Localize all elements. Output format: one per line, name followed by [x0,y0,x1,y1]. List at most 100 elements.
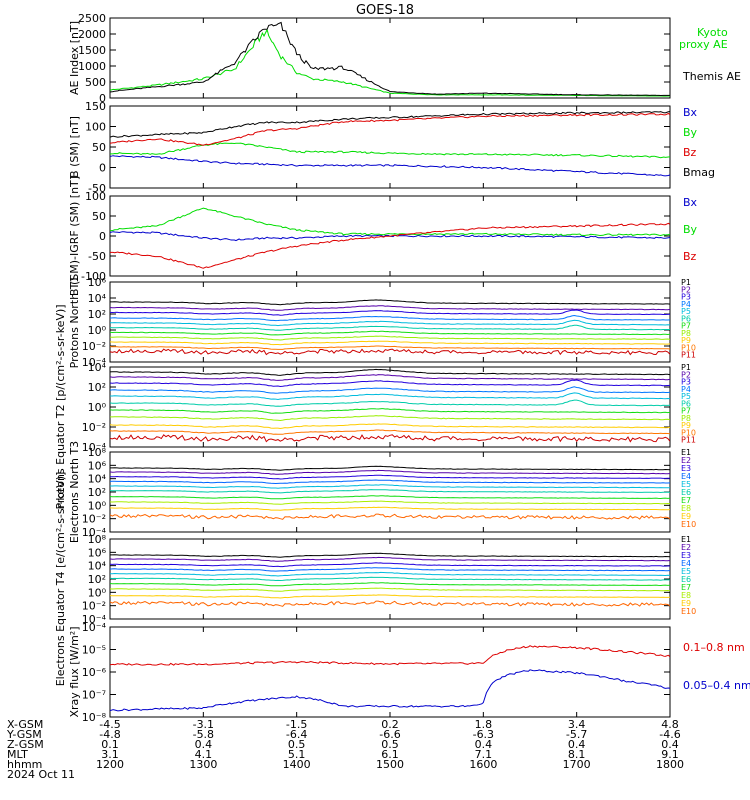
channel-label: P11 [681,351,696,360]
channel-line-p9 [110,423,670,430]
channel-label: E6 [681,488,691,497]
channel-line-p5 [110,319,670,327]
y-tick-label: 10⁴ [88,560,107,573]
footer-value-z: 0.4 [475,738,493,751]
footer-value-z: 0.4 [195,738,213,751]
y-axis-title: Electrons Equator T4 [e/(cm²-s-sr-keV)] [54,472,67,687]
y-tick-label: 10⁻⁸ [82,711,107,724]
footer-value-mlt: 8.1 [568,748,586,761]
y-tick-label: 50 [92,210,106,223]
y-tick-label: 10⁻⁴ [82,621,107,634]
channel-label: P7 [681,407,691,416]
series-line-bx [110,155,670,177]
y-tick-label: -50 [88,250,106,263]
footer-value-hhmm: 1300 [189,758,217,771]
channel-label: E1 [681,448,691,457]
y-tick-label: -100 [81,270,106,283]
panel-bdiff: B (SM)-IGRF (SM) [nT] -100 -50 0 50 100 Bx By Bz [68,176,698,296]
series-line-bz [110,222,670,269]
channel-label: E10 [681,520,696,529]
channel-label: E9 [681,599,691,608]
channel-label: E7 [681,583,691,592]
panel-pequator: Protons Equator T2 [p/(cm²-s-sr-keV)] 10⁻… [54,304,696,509]
channel-line-e9 [110,594,670,599]
panel-eequator: Electrons Equator T4 [e/(cm²-s-sr-keV)] 1… [54,472,696,687]
channel-line-e7 [110,582,670,587]
channel-label: P1 [681,363,691,372]
footer-value-hhmm: 1400 [283,758,311,771]
y-tick-label: 0 [99,92,106,105]
channel-line-p4 [110,386,670,394]
y-tick-label: 10⁻⁵ [82,644,106,657]
channel-label: E6 [681,575,691,584]
channel-label: P7 [681,322,691,331]
channel-line-e6 [110,489,670,494]
channel-line-p11 [110,348,670,356]
series-line-kyoto-proxy-ae [110,28,670,97]
series-line-by [110,207,670,237]
footer-value-hhmm: 1800 [656,758,684,771]
channel-line-e7 [110,495,670,500]
channel-label: P4 [681,300,691,309]
channel-label: E2 [681,543,691,552]
channel-label: E3 [681,551,691,560]
footer-value-hhmm: 1500 [376,758,404,771]
y-tick-label: 500 [85,76,106,89]
channel-label: P4 [681,385,691,394]
channel-label: P6 [681,314,691,323]
channel-label: P3 [681,378,691,387]
channel-line-p7 [110,408,670,414]
footer-value-mlt: 9.1 [661,748,679,761]
y-tick-label: 100 [85,190,106,203]
y-tick-label: 2500 [78,12,106,25]
legend-label: Bx [683,196,698,209]
channel-label: E4 [681,472,691,481]
y-axis-title: Protons Equator T2 [p/(cm²-s-sr-keV)] [54,304,67,509]
channel-label: P8 [681,329,691,338]
footer-value-mlt: 4.1 [195,748,213,761]
footer-row-label: 2024 Oct 11 [7,768,75,781]
footer-value-x: 4.8 [661,718,679,731]
y-tick-label: 10⁰ [88,586,107,599]
channel-line-e6 [110,576,670,582]
y-tick-label: 10² [88,308,106,321]
channel-label: P9 [681,336,691,345]
channel-line-e8 [110,500,670,505]
footer-value-mlt: 6.1 [381,748,399,761]
channel-label: E3 [681,464,691,473]
channel-line-p2 [110,374,670,381]
legend-label: Bmag [683,166,715,179]
channel-label: P10 [681,343,696,352]
footer-row-label: X-GSM [7,718,43,731]
channel-label: E7 [681,496,691,505]
channel-line-p10 [110,345,670,350]
channel-line-p9 [110,340,670,346]
y-axis-title: Electrons North T3 [68,441,81,543]
y-tick-label: 1500 [78,44,106,57]
legend-label: Bz [683,146,697,159]
channel-label: P5 [681,392,691,401]
channel-line-e4 [110,567,670,572]
y-tick-label: 10² [88,381,106,394]
channel-line-p8 [110,415,670,422]
series-line-themis-ae [110,21,670,97]
y-axis-title: B (SM) [nT] [68,116,81,178]
y-tick-label: 10⁻⁷ [82,689,106,702]
channel-line-p10 [110,429,670,435]
channel-line-e3 [110,562,670,568]
y-tick-label: 2000 [78,28,106,41]
y-tick-label: 10⁻⁴ [82,613,107,626]
channel-line-e8 [110,587,670,592]
y-axis-title: Xray flux [W/m²] [68,626,81,717]
channel-label: P2 [681,370,691,379]
channel-line-e1 [110,465,670,471]
y-tick-label: 10⁸ [88,446,107,459]
legend-label: 0.1–0.8 nm [683,641,745,654]
channel-line-p11 [110,434,670,443]
y-axis-title: Protons North T1 [68,276,81,369]
legend-label: By [683,223,698,236]
